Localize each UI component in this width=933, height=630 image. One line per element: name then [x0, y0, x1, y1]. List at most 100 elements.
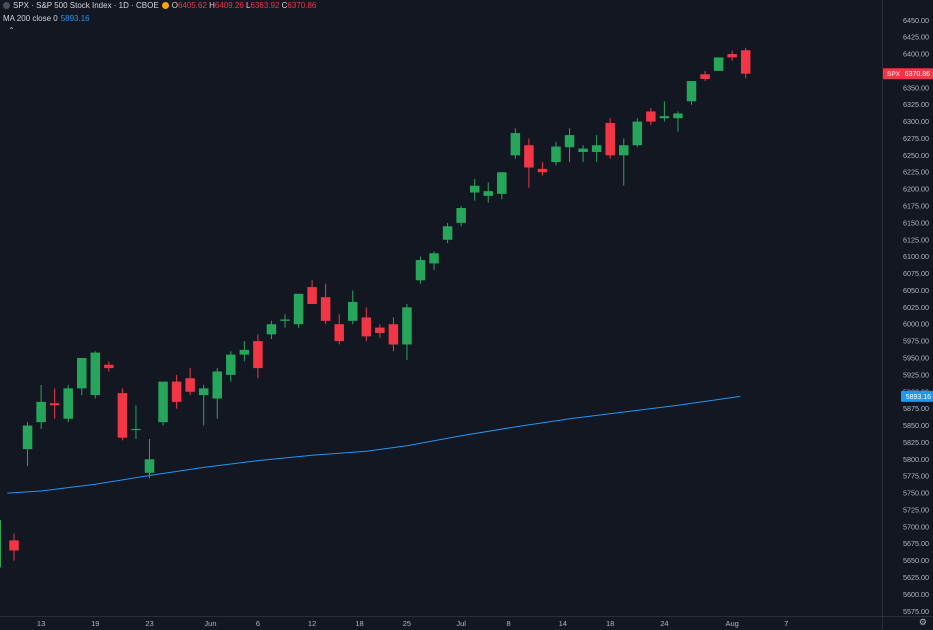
candle-body	[307, 287, 317, 304]
candle-body	[90, 352, 101, 396]
y-tick-label: 5675.00	[903, 539, 929, 548]
candle-body	[280, 319, 290, 321]
candle-body	[144, 459, 155, 473]
candle-body	[104, 364, 114, 369]
y-tick-label: 6125.00	[903, 235, 929, 244]
candle-body	[185, 378, 195, 392]
candle-body	[740, 50, 751, 74]
candle-body	[361, 317, 372, 337]
candle-body	[334, 324, 344, 342]
y-tick-label: 6350.00	[903, 83, 929, 92]
candle-body	[700, 74, 710, 80]
x-tick-label: 25	[403, 619, 411, 628]
candle-body	[9, 540, 19, 551]
y-tick-label: 6025.00	[903, 303, 929, 312]
x-tick-label: 8	[506, 619, 510, 628]
x-tick-label: 7	[784, 619, 788, 628]
candle-body	[415, 260, 426, 281]
y-tick-label: 5825.00	[903, 438, 929, 447]
eye-badge-icon[interactable]	[161, 2, 169, 9]
price-badge	[883, 68, 933, 80]
y-tick-label: 5775.00	[903, 472, 929, 481]
candle-body	[673, 113, 683, 119]
ma-legend[interactable]: MA 200 close 0 5893.16	[3, 13, 90, 24]
y-tick-label: 6425.00	[903, 33, 929, 42]
candle-body	[293, 293, 304, 325]
x-tick-label: 12	[308, 619, 316, 628]
x-tick-label: 23	[145, 619, 153, 628]
candle-body	[131, 428, 141, 431]
x-tick-label: 13	[37, 619, 45, 628]
candle-body	[253, 341, 263, 369]
plot-area	[0, 47, 751, 568]
candle-body	[578, 148, 588, 152]
candle-body	[402, 307, 412, 345]
candle-body	[646, 111, 656, 122]
candle-body	[551, 146, 561, 163]
y-tick-label: 6100.00	[903, 252, 929, 261]
candle-body	[198, 388, 209, 396]
symbol-legend: SPX · S&P 500 Stock Index · 1D · CBOE O6…	[3, 0, 316, 11]
ma-value: 5893.16	[60, 14, 90, 23]
y-tick-label: 6275.00	[903, 134, 929, 143]
y-tick-label: 6225.00	[903, 168, 929, 177]
ma-label: MA 200 close 0	[3, 14, 58, 23]
candle-body	[49, 403, 60, 406]
y-tick-label: 6000.00	[903, 320, 929, 329]
y-tick-label: 6300.00	[903, 117, 929, 126]
low-value: 6363.92	[250, 1, 280, 10]
candle-body	[22, 425, 33, 450]
symbol-title: SPX · S&P 500 Stock Index · 1D · CBOE	[13, 1, 159, 10]
candle-body	[158, 381, 168, 423]
candle-body	[469, 185, 480, 193]
ma-badge-value: 5893.16	[906, 394, 931, 401]
candle-body	[348, 301, 358, 321]
x-tick-label: 6	[256, 619, 260, 628]
x-tick-label: 18	[355, 619, 363, 628]
y-tick-label: 6175.00	[903, 202, 929, 211]
x-tick-label: Aug	[725, 619, 738, 628]
y-tick-label: 5600.00	[903, 590, 929, 599]
candle-body	[226, 354, 236, 375]
candle-body	[537, 168, 548, 173]
y-tick-label: 6325.00	[903, 100, 929, 109]
candle-body	[591, 145, 602, 152]
candle-body	[239, 349, 250, 355]
candle-body	[483, 191, 493, 196]
candle-body	[212, 371, 222, 399]
y-tick-label: 5575.00	[903, 607, 929, 616]
candle-body	[605, 122, 615, 156]
y-tick-label: 6075.00	[903, 269, 929, 278]
candle-body	[442, 226, 453, 240]
y-tick-label: 6400.00	[903, 50, 929, 59]
gear-icon[interactable]: ⚙	[918, 617, 927, 627]
candle-body	[266, 324, 277, 335]
y-tick-label: 6050.00	[903, 286, 929, 295]
x-tick-label: 14	[559, 619, 567, 628]
price-badge-symbol: SPX	[887, 71, 901, 78]
candle-body	[63, 388, 73, 419]
candle-body	[524, 145, 534, 168]
candle-body	[564, 135, 575, 148]
candle-body	[510, 133, 521, 156]
ma-badge	[901, 390, 933, 402]
high-value: 6409.26	[214, 1, 244, 10]
x-tick-label: Jun	[204, 619, 216, 628]
y-tick-label: 5725.00	[903, 505, 929, 514]
candle-body	[375, 327, 385, 333]
y-tick-label: 6250.00	[903, 151, 929, 160]
open-value: 6405.62	[177, 1, 207, 10]
circle-icon	[3, 2, 10, 9]
x-tick-label: 24	[660, 619, 668, 628]
y-tick-label: 5625.00	[903, 573, 929, 582]
candle-body	[36, 401, 46, 423]
candle-body	[171, 381, 182, 402]
y-tick-label: 5975.00	[903, 337, 929, 346]
candle-body	[619, 145, 629, 156]
chevron-up-icon[interactable]: ⌃	[8, 26, 15, 35]
candle-body	[713, 57, 724, 71]
x-tick-label: 18	[606, 619, 614, 628]
ohlc-values: O6405.62 H6409.26 L6363.92 C6370.86	[171, 1, 317, 10]
